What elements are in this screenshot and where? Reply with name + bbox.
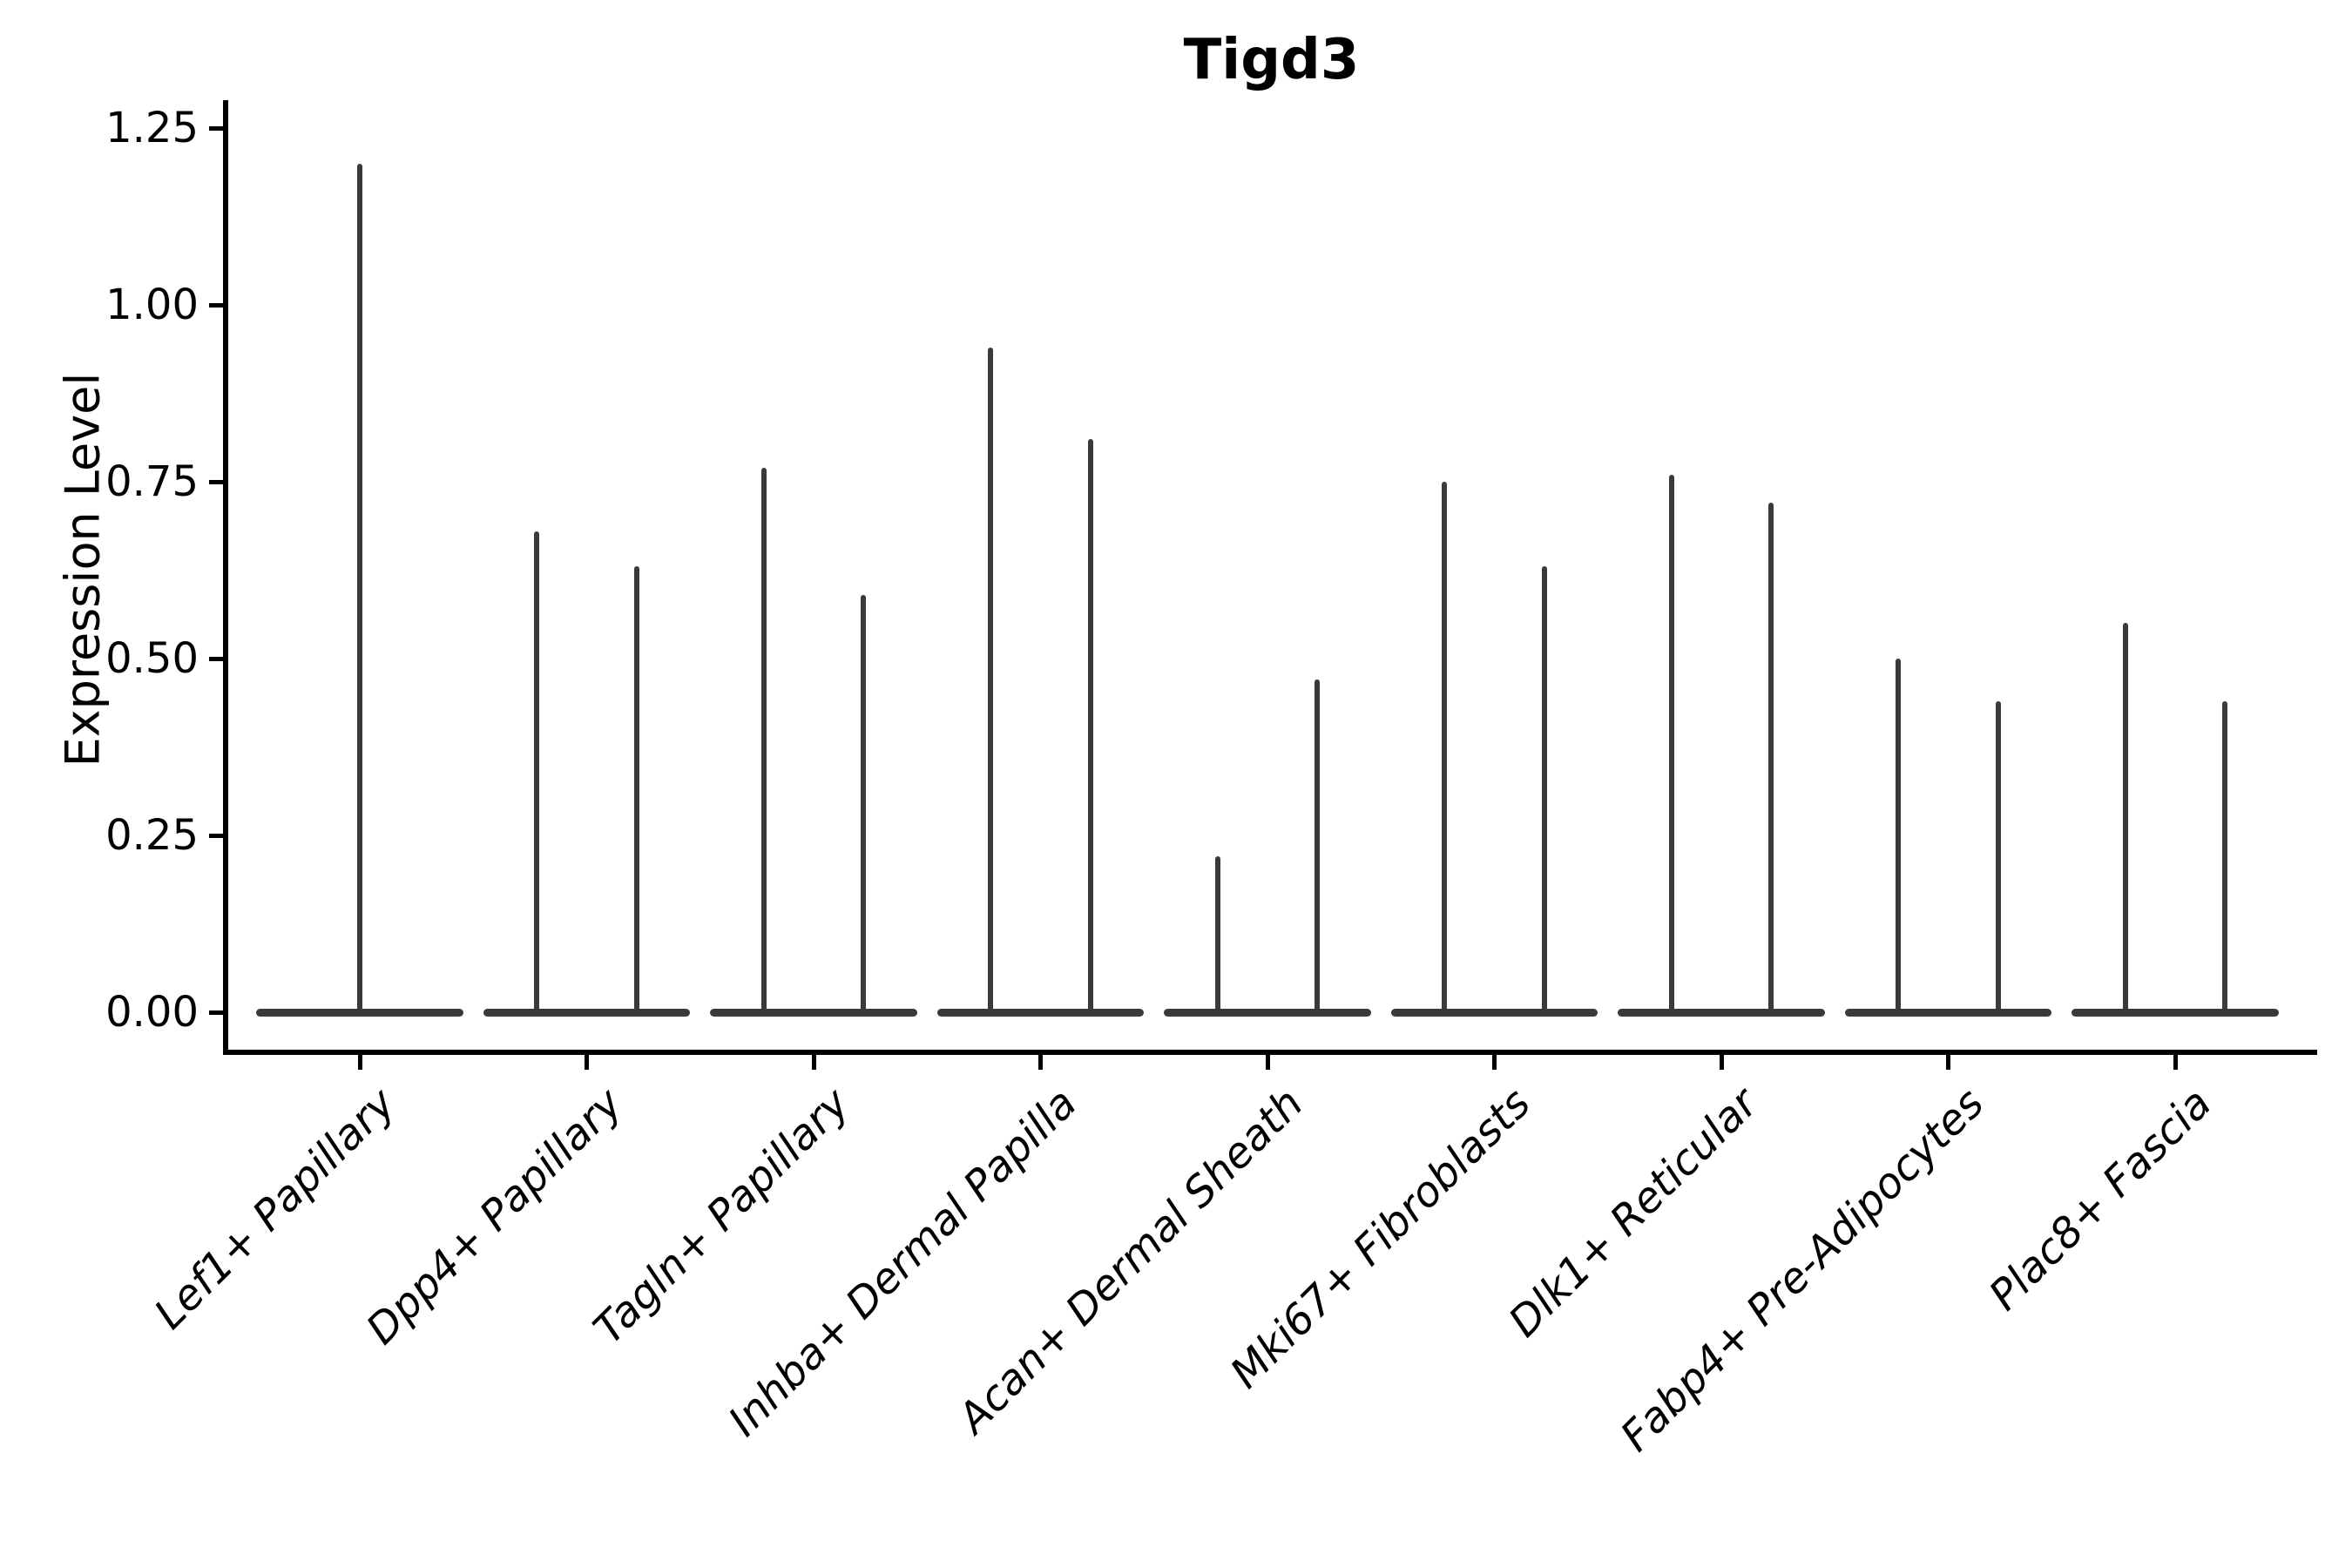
x-axis-tick	[1038, 1055, 1043, 1070]
y-axis-tick	[209, 302, 224, 308]
violin-spike	[1668, 474, 1674, 1017]
violin-spike	[2222, 700, 2228, 1017]
violin-spike	[534, 531, 540, 1017]
violin-spike	[1315, 679, 1321, 1017]
violin-spike	[1896, 659, 1902, 1017]
y-axis-tick-label: 0.00	[105, 988, 199, 1037]
x-axis-tick	[585, 1055, 589, 1070]
x-axis-tick-label: Lef1+ Papillary	[145, 1078, 406, 1339]
violin-spike	[1214, 856, 1220, 1017]
y-axis-tick	[209, 125, 224, 131]
violin-base	[483, 1008, 691, 1017]
x-axis-tick	[1719, 1055, 1724, 1070]
violin-spike	[633, 566, 639, 1017]
x-axis-spine	[223, 1050, 2317, 1055]
violin-base	[1390, 1008, 1598, 1017]
violin-base	[1844, 1008, 2052, 1017]
x-axis-tick	[357, 1055, 362, 1070]
y-axis-tick	[209, 479, 224, 484]
violin-spike	[1768, 503, 1774, 1017]
y-axis-tick	[209, 833, 224, 838]
violin-spike	[2122, 623, 2128, 1017]
violin-base	[1618, 1008, 1825, 1017]
y-axis-label: Expression Level	[55, 372, 111, 767]
y-axis-spine	[223, 100, 228, 1055]
violin-base	[710, 1008, 917, 1017]
violin-spike	[1541, 566, 1547, 1017]
violin-spike	[1087, 439, 1093, 1017]
y-axis-tick-label: 0.25	[105, 811, 199, 860]
y-axis-tick	[209, 1010, 224, 1015]
x-axis-tick	[1946, 1055, 1950, 1070]
y-axis-tick-label: 0.50	[105, 634, 199, 683]
x-axis-tick-label: Plac8+ Fascia	[1979, 1078, 2221, 1321]
violin-base	[1164, 1008, 1371, 1017]
y-axis-tick-label: 1.00	[105, 280, 199, 329]
violin-base	[2072, 1008, 2279, 1017]
y-axis-tick	[209, 656, 224, 661]
x-axis-tick-label: Fabp4+ Pre-Adipocytes	[1612, 1078, 1994, 1462]
violin-spike	[760, 467, 767, 1017]
x-axis-tick	[2173, 1055, 2178, 1070]
violin-base	[936, 1008, 1145, 1017]
x-axis-tick	[1265, 1055, 1270, 1070]
violin-spike	[1995, 700, 2001, 1017]
violin-spike	[357, 163, 362, 1017]
x-axis-tick	[811, 1055, 816, 1070]
chart-title: Tigd3	[1183, 28, 1360, 92]
y-axis-tick-label: 0.75	[105, 457, 199, 506]
x-axis-tick-label: Tagln+ Papillary	[584, 1078, 860, 1354]
violin-spike	[1442, 482, 1448, 1017]
x-axis-tick	[1492, 1055, 1497, 1070]
y-axis-tick-label: 1.25	[105, 104, 199, 152]
x-axis-tick-label: Dlk1+ Reticular	[1498, 1078, 1767, 1347]
violin-spike	[861, 594, 867, 1017]
violin-spike	[988, 347, 994, 1017]
